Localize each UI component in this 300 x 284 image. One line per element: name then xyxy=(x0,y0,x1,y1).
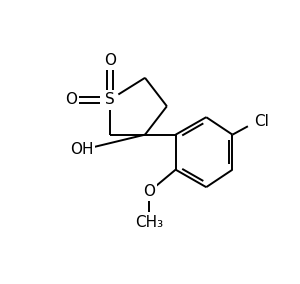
Text: OH: OH xyxy=(70,143,93,158)
Text: S: S xyxy=(105,92,115,107)
Text: O: O xyxy=(104,53,116,68)
Text: CH₃: CH₃ xyxy=(135,215,164,230)
Text: O: O xyxy=(65,92,77,107)
Text: Cl: Cl xyxy=(254,114,269,129)
Text: O: O xyxy=(143,184,155,199)
